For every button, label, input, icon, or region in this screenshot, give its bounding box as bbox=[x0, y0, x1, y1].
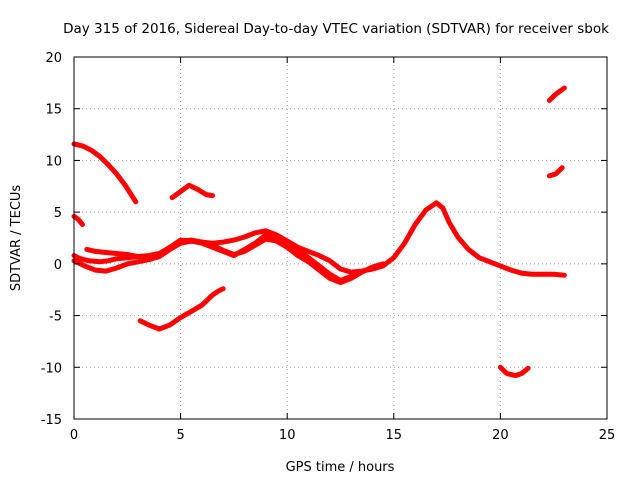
series-line-arc-2 bbox=[71, 213, 85, 228]
y-tick-label: -10 bbox=[41, 361, 62, 376]
y-tick-label: 0 bbox=[54, 258, 62, 273]
y-axis-label: SDTVAR / TECUs bbox=[9, 185, 24, 292]
series-line-arc-3 bbox=[71, 200, 567, 278]
series-line-arc-8 bbox=[497, 364, 531, 379]
x-tick-label: 20 bbox=[492, 428, 509, 443]
y-tick-label: 20 bbox=[45, 51, 62, 66]
series-line-arc-5 bbox=[84, 232, 354, 283]
plot-frame bbox=[73, 56, 608, 420]
series-line-arc-7 bbox=[137, 286, 226, 332]
series-line-arc-6 bbox=[169, 182, 216, 201]
x-tick-label: 5 bbox=[176, 428, 184, 443]
grid bbox=[74, 57, 607, 419]
series-line-arc-10 bbox=[546, 85, 567, 103]
x-tick-label: 25 bbox=[599, 428, 616, 443]
x-tick-label: 15 bbox=[386, 428, 403, 443]
series-line-arc-1 bbox=[71, 141, 139, 205]
series-group bbox=[71, 85, 567, 379]
y-tick-label: 10 bbox=[45, 154, 62, 169]
x-tick-label: 10 bbox=[279, 428, 296, 443]
x-tick-label: 0 bbox=[70, 428, 78, 443]
y-tick-label: -15 bbox=[41, 413, 62, 428]
series-line-arc-9 bbox=[546, 165, 565, 179]
y-tick-label: 15 bbox=[45, 103, 62, 118]
chart-title: Day 315 of 2016, Sidereal Day-to-day VTE… bbox=[63, 21, 609, 37]
y-tick-label: 5 bbox=[54, 206, 62, 221]
axis-ticks: 0 5 10 15 20 25 -15 -10 -5 0 5 10 15 20 bbox=[41, 51, 616, 443]
x-axis-label: GPS time / hours bbox=[286, 460, 395, 475]
y-tick-label: -5 bbox=[49, 310, 62, 325]
